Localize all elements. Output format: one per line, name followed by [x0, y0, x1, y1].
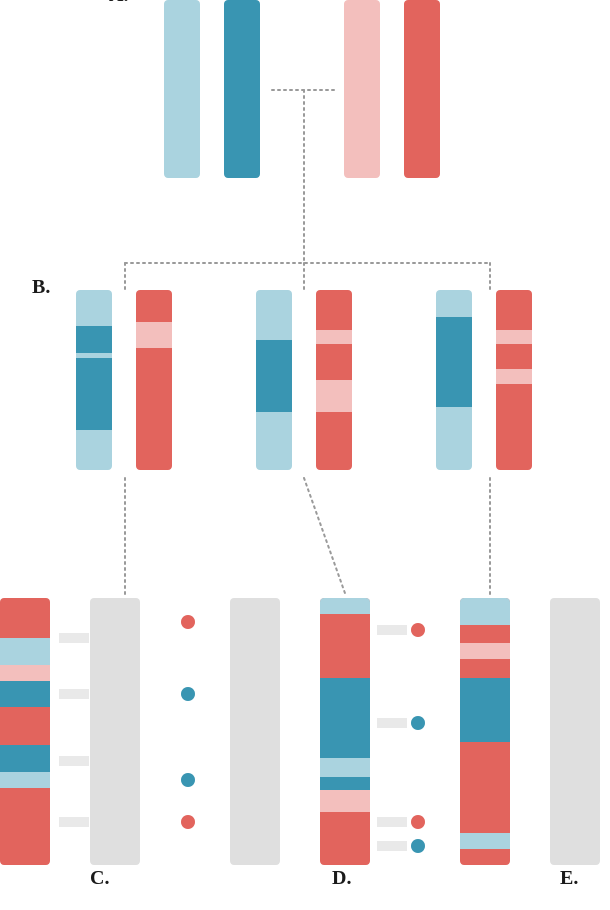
rowB-pair0-bar0-seg-0 — [76, 326, 112, 353]
rowC-dot2-1 — [411, 716, 425, 730]
rowC-bar-A-seg-2 — [0, 681, 50, 708]
rowB-pair2-bar0-seg-0 — [436, 317, 472, 407]
rowB-pair2-bar0 — [436, 290, 472, 470]
rowC-tick-3 — [59, 817, 89, 827]
rowC-tick2-2 — [377, 817, 407, 827]
rowC-bar-B-seg-3 — [320, 777, 370, 790]
rowB-pair1-bar1-seg-1 — [316, 380, 352, 412]
panel-label-E: E. — [560, 867, 578, 890]
rowB-pair1-bar0-seg-0 — [256, 340, 292, 412]
panel-label-D: D. — [332, 867, 351, 890]
rowC-bar-C-seg-2 — [460, 678, 510, 742]
rowB-pair2-bar1 — [496, 290, 532, 470]
rowC-bar-A-seg-1 — [0, 665, 50, 681]
rowC-bar-B-seg-1 — [320, 678, 370, 758]
rowC-bar-C-seg-1 — [460, 643, 510, 659]
rowC-bar-C-seg-3 — [460, 833, 510, 849]
rowC-dot1-0 — [181, 615, 195, 629]
rowC-dot1-1 — [181, 687, 195, 701]
rowC-bar-B-seg-0 — [320, 598, 370, 614]
rowC-bar-C — [460, 598, 510, 865]
rowC-bar-C-seg-0 — [460, 598, 510, 625]
rowC-dot1-2 — [181, 773, 195, 787]
rowC-tick2-1 — [377, 718, 407, 728]
panel-label-B: B. — [32, 276, 50, 299]
rowC-bar-B-seg-4 — [320, 790, 370, 811]
rowC-dot2-3 — [411, 839, 425, 853]
rowC-tick2-0 — [377, 625, 407, 635]
rowC-dot1-3 — [181, 815, 195, 829]
rowB-pair1-bar1 — [316, 290, 352, 470]
rowC-tick-1 — [59, 689, 89, 699]
rowC-bar-A — [0, 598, 50, 865]
diagram-stage: A. B. C. D. E. — [0, 0, 610, 910]
connector-7 — [304, 478, 346, 596]
rowB-pair2-bar1-seg-0 — [496, 330, 532, 344]
panel-label-A: A. — [109, 0, 128, 7]
panel-label-C: C. — [90, 867, 109, 890]
rowA-pair1-bar1 — [404, 0, 440, 178]
rowC-tick-2 — [59, 756, 89, 766]
rowC-dot2-2 — [411, 815, 425, 829]
rowB-pair0-bar0 — [76, 290, 112, 470]
rowC-bar-A-seg-3 — [0, 745, 50, 772]
rowB-pair1-bar1-seg-0 — [316, 330, 352, 344]
rowC-bar-B — [320, 598, 370, 865]
rowB-pair0-bar1 — [136, 290, 172, 470]
rowC-bar-A-seg-4 — [0, 772, 50, 788]
rowC-bar-A-seg-0 — [0, 638, 50, 665]
rowA-pair0-bar0 — [164, 0, 200, 178]
rowC-bar-G2 — [230, 598, 280, 865]
rowA-pair1-bar0 — [344, 0, 380, 178]
rowC-bar-G3 — [550, 598, 600, 865]
rowB-pair1-bar0 — [256, 290, 292, 470]
rowC-bar-B-seg-2 — [320, 758, 370, 777]
rowC-dot2-0 — [411, 623, 425, 637]
rowA-pair0-bar1 — [224, 0, 260, 178]
rowB-pair0-bar1-seg-0 — [136, 322, 172, 347]
rowC-tick2-3 — [377, 841, 407, 851]
rowB-pair0-bar0-seg-1 — [76, 358, 112, 430]
rowC-bar-G1 — [90, 598, 140, 865]
rowB-pair2-bar1-seg-1 — [496, 369, 532, 383]
rowC-tick-0 — [59, 633, 89, 643]
